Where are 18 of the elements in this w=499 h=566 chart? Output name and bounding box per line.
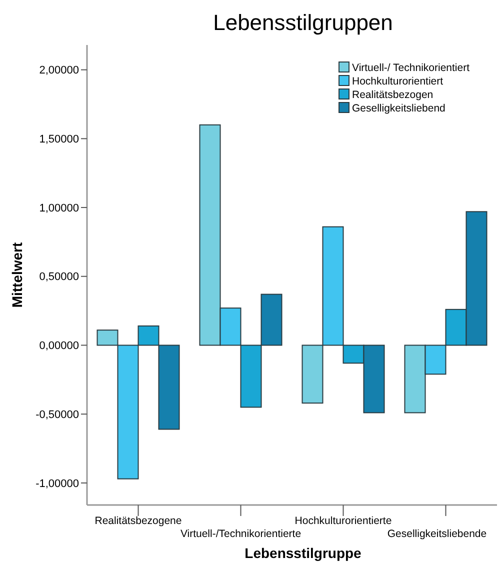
x-tick-label: Hochkulturorientierte — [294, 515, 392, 527]
y-axis-title: Mittelwert — [9, 242, 25, 308]
x-axis-title: Lebensstilgruppe — [244, 545, 362, 561]
y-tick-label: -1,00000 — [36, 478, 79, 490]
legend-label: Geselligkeitsliebend — [352, 102, 446, 114]
y-tick-label: 1,50000 — [39, 134, 79, 146]
x-tick-label: Virtuell-/Technikorientierte — [180, 528, 302, 540]
y-tick-label: 1,00000 — [39, 202, 79, 214]
legend-label: Realitätsbezogen — [352, 89, 434, 101]
chart-title: Lebensstilgruppen — [213, 10, 393, 35]
y-tick-label: 0,50000 — [39, 271, 79, 284]
x-tick-label: Geselligkeitsliebende — [387, 528, 487, 540]
y-tick-label: 2,00000 — [39, 64, 79, 77]
legend-label: Hochkulturorientiert — [352, 76, 444, 88]
y-tick-label: -0,50000 — [36, 408, 79, 421]
y-tick-label: 0,00000 — [39, 340, 79, 352]
legend-label: Virtuell-/ Technikorientiert — [352, 62, 470, 74]
x-tick-label: Realitätsbezogene — [94, 515, 182, 527]
